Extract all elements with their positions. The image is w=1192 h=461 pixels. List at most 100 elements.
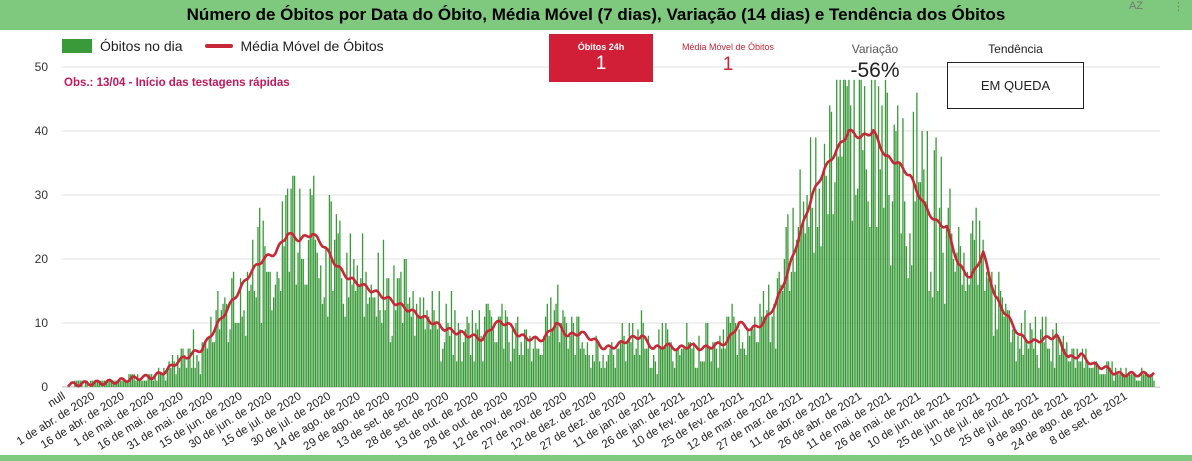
daily-bar — [592, 355, 594, 387]
daily-bar — [553, 310, 555, 387]
daily-bar — [149, 374, 151, 387]
daily-bar — [1015, 361, 1017, 387]
daily-bar — [567, 348, 569, 387]
daily-bar — [393, 265, 395, 387]
daily-bar — [140, 380, 142, 387]
daily-bar — [1067, 361, 1070, 387]
daily-bar — [351, 284, 353, 387]
daily-bar — [851, 220, 854, 387]
daily-bar — [471, 310, 474, 387]
daily-bar — [501, 303, 503, 387]
daily-bar — [238, 323, 240, 387]
daily-bar — [346, 252, 348, 387]
daily-bar — [1144, 374, 1146, 387]
daily-bar — [637, 329, 639, 387]
daily-bar — [391, 335, 393, 387]
daily-bar — [677, 348, 679, 387]
daily-bar — [1001, 297, 1003, 387]
daily-bar — [321, 303, 324, 387]
daily-bar — [184, 355, 186, 387]
daily-bar — [938, 207, 941, 387]
daily-bar — [401, 323, 404, 387]
daily-bar — [175, 374, 177, 387]
daily-bar — [1132, 374, 1134, 387]
daily-bar — [940, 156, 942, 387]
daily-bar — [698, 335, 700, 387]
daily-bar — [95, 380, 97, 387]
daily-bar — [135, 380, 137, 387]
daily-bar — [403, 259, 406, 387]
daily-bar — [680, 348, 683, 387]
legend-item-line[interactable]: Média Móvel de Óbitos — [204, 38, 384, 54]
daily-bar — [1050, 361, 1052, 387]
daily-bar — [513, 348, 515, 387]
daily-bar — [332, 291, 334, 387]
daily-bar — [239, 278, 242, 387]
daily-bar — [672, 361, 674, 387]
daily-bar — [646, 348, 648, 387]
daily-bar — [557, 284, 559, 387]
daily-bar — [951, 233, 953, 387]
daily-bar — [834, 182, 836, 387]
daily-bar — [708, 348, 711, 387]
daily-bar — [264, 246, 266, 387]
daily-bar — [110, 380, 113, 387]
daily-bar — [1052, 329, 1054, 387]
daily-bar — [947, 207, 949, 387]
more-vert-icon[interactable]: ⋮ — [1173, 1, 1184, 13]
daily-bar — [1137, 380, 1139, 387]
kpi-deaths-label: Óbitos 24h — [577, 41, 625, 52]
daily-bar — [897, 105, 899, 388]
daily-bar — [945, 227, 948, 387]
daily-bar — [893, 124, 895, 387]
daily-bar — [278, 278, 280, 387]
daily-bar — [222, 303, 224, 387]
bottom-bar — [0, 455, 1192, 461]
daily-bar — [187, 348, 189, 387]
daily-bar — [832, 214, 834, 387]
daily-bar — [576, 316, 578, 387]
daily-bar — [422, 297, 425, 387]
daily-bar — [342, 303, 345, 387]
daily-bar — [400, 271, 402, 387]
daily-bar — [117, 380, 120, 387]
daily-bar — [640, 310, 643, 387]
daily-bar — [476, 329, 479, 387]
daily-bar — [872, 131, 874, 387]
daily-bar — [644, 348, 646, 387]
daily-bar — [276, 271, 278, 387]
daily-bar — [475, 323, 477, 387]
daily-bar — [815, 137, 817, 387]
legend-item-bars[interactable]: Óbitos no dia — [62, 38, 183, 54]
daily-bar — [736, 355, 738, 387]
daily-bar — [792, 207, 794, 387]
daily-bar — [506, 316, 508, 387]
daily-bar — [283, 246, 285, 387]
daily-bar — [762, 291, 765, 387]
daily-bar — [975, 207, 977, 387]
daily-bar — [161, 374, 163, 387]
daily-bar — [978, 220, 981, 387]
y-tick-label: 0 — [41, 380, 48, 394]
daily-bar — [710, 361, 712, 387]
daily-bar — [370, 284, 372, 387]
daily-bar — [150, 374, 153, 387]
daily-bar — [363, 316, 365, 387]
daily-bar — [248, 291, 250, 387]
daily-bar — [375, 316, 378, 387]
y-tick-label: 20 — [35, 252, 49, 266]
daily-bar — [701, 361, 704, 387]
daily-bar — [689, 342, 691, 387]
daily-bar — [827, 214, 829, 387]
daily-bar — [705, 323, 707, 387]
daily-bar — [334, 239, 336, 387]
daily-bar — [1060, 342, 1063, 387]
sort-az-icon[interactable]: AZ — [1128, 0, 1143, 12]
daily-bar — [593, 361, 596, 387]
daily-bar — [715, 348, 718, 387]
daily-bar — [1062, 335, 1064, 387]
daily-bar — [417, 316, 419, 387]
daily-bar — [536, 348, 538, 387]
daily-bar — [464, 329, 467, 387]
